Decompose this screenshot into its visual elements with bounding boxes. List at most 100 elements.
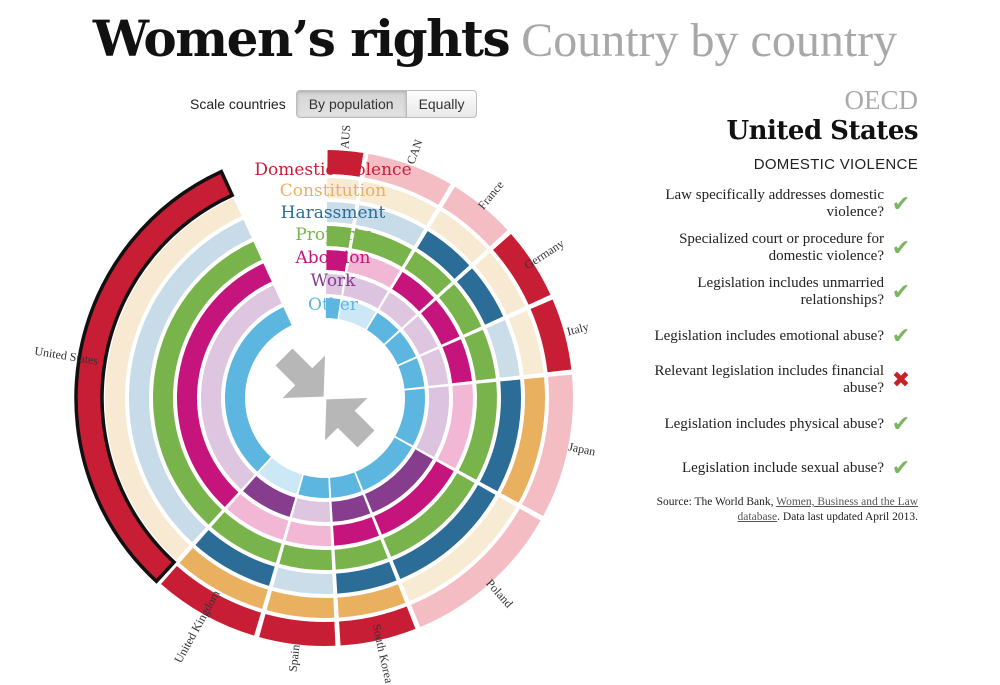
segment-japan-property[interactable] <box>458 381 497 480</box>
segment-spain-domestic-violence[interactable] <box>259 613 336 647</box>
segment-france-other[interactable] <box>366 312 399 344</box>
country-label-spain[interactable]: Spain <box>286 644 303 673</box>
legend-harassment[interactable]: Harassment <box>281 203 386 223</box>
segment-aus-property[interactable] <box>326 226 352 248</box>
segment-poland-abortion[interactable] <box>374 461 454 535</box>
legend-property[interactable]: Property <box>295 225 371 245</box>
segment-poland-other[interactable] <box>355 437 412 491</box>
segment-can-domestic-violence[interactable] <box>364 153 451 205</box>
segment-poland-constitution[interactable] <box>401 496 517 602</box>
country-label-poland[interactable]: Poland <box>483 576 516 610</box>
legend-other[interactable]: Other <box>308 295 359 315</box>
segment-poland-domestic-violence[interactable] <box>411 508 541 627</box>
segment-south-korea-domestic-violence[interactable] <box>339 606 416 646</box>
segment-south-korea-other[interactable] <box>330 472 362 498</box>
segment-poland-harassment[interactable] <box>392 484 496 579</box>
segment-spain-property[interactable] <box>279 544 333 570</box>
segment-germany-domestic-violence[interactable] <box>493 233 551 305</box>
segment-south-korea-work[interactable] <box>331 494 371 522</box>
segment-united-states-harassment[interactable] <box>129 219 252 543</box>
legend-constitution[interactable]: Constitution <box>280 181 386 201</box>
segment-can-property[interactable] <box>351 228 413 267</box>
segment-poland-work[interactable] <box>364 449 433 513</box>
segment-can-other[interactable] <box>339 299 376 329</box>
segment-aus-constitution[interactable] <box>327 178 360 201</box>
segment-japan-abortion[interactable] <box>437 384 473 469</box>
segment-can-abortion[interactable] <box>347 252 400 288</box>
segment-poland-property[interactable] <box>383 473 475 557</box>
segment-germany-work[interactable] <box>403 315 438 355</box>
segment-italy-abortion[interactable] <box>442 339 473 384</box>
country-label-france[interactable]: France <box>475 178 507 212</box>
segment-france-constitution[interactable] <box>429 210 487 263</box>
country-label-germany[interactable]: Germany <box>522 236 567 272</box>
segment-italy-property[interactable] <box>464 329 496 381</box>
segment-aus-domestic-violence[interactable] <box>327 150 364 177</box>
segment-united-kingdom-other[interactable] <box>258 458 303 494</box>
segment-spain-harassment[interactable] <box>272 567 334 594</box>
segment-united-kingdom-property[interactable] <box>211 512 282 563</box>
segment-south-korea-property[interactable] <box>334 539 388 570</box>
segment-south-korea-abortion[interactable] <box>333 517 380 546</box>
legend-work[interactable]: Work <box>311 271 357 291</box>
segment-germany-abortion[interactable] <box>421 300 460 345</box>
country-label-japan[interactable]: Japan <box>567 439 597 458</box>
segment-germany-harassment[interactable] <box>457 268 504 325</box>
segment-france-property[interactable] <box>404 251 452 296</box>
country-label-can[interactable]: CAN <box>404 137 426 166</box>
segment-italy-domestic-violence[interactable] <box>530 299 572 373</box>
segment-italy-constitution[interactable] <box>508 310 544 376</box>
source-link[interactable]: Women, Business and the Law database <box>737 496 918 523</box>
segment-italy-work[interactable] <box>420 348 449 387</box>
segment-united-kingdom-abortion[interactable] <box>227 494 289 540</box>
segment-can-work[interactable] <box>343 275 388 309</box>
segment-japan-domestic-violence[interactable] <box>522 374 573 516</box>
segment-japan-harassment[interactable] <box>479 379 521 492</box>
segment-can-harassment[interactable] <box>355 205 425 247</box>
segment-spain-abortion[interactable] <box>285 521 332 546</box>
segment-italy-harassment[interactable] <box>486 320 520 378</box>
segment-united-states-other[interactable] <box>224 307 292 472</box>
segment-can-constitution[interactable] <box>360 181 437 226</box>
segment-france-harassment[interactable] <box>417 231 470 279</box>
compress-arrows-icon[interactable] <box>263 336 387 460</box>
segment-aus-abortion[interactable] <box>326 250 348 272</box>
segment-spain-work[interactable] <box>292 498 331 522</box>
segment-spain-other[interactable] <box>298 475 330 498</box>
country-label-italy[interactable]: Italy <box>565 319 590 338</box>
segment-united-states-property[interactable] <box>152 241 262 525</box>
segment-south-korea-constitution[interactable] <box>337 584 406 618</box>
scale-equally-button[interactable]: Equally <box>407 91 477 117</box>
segment-united-states-constitution[interactable] <box>104 197 242 560</box>
segment-germany-other[interactable] <box>385 331 416 365</box>
segment-united-kingdom-work[interactable] <box>242 476 296 517</box>
segment-spain-constitution[interactable] <box>266 590 335 618</box>
segment-germany-constitution[interactable] <box>475 252 526 315</box>
segment-united-states-work[interactable] <box>201 285 282 490</box>
segment-japan-other[interactable] <box>395 388 425 446</box>
source-note: Source: The World Bank, Women, Business … <box>630 495 918 525</box>
legend-domestic-violence[interactable]: Domestic violence <box>254 160 411 180</box>
country-label-aus[interactable]: AUS <box>337 125 353 149</box>
segment-france-work[interactable] <box>379 292 417 328</box>
segment-united-kingdom-harassment[interactable] <box>195 530 275 586</box>
segment-south-korea-harassment[interactable] <box>336 561 397 594</box>
segment-aus-harassment[interactable] <box>326 202 356 225</box>
segment-japan-constitution[interactable] <box>500 377 545 503</box>
segment-united-kingdom-domestic-violence[interactable] <box>160 566 262 636</box>
segment-germany-property[interactable] <box>439 284 482 335</box>
legend-abortion[interactable]: Abortion <box>295 248 371 268</box>
segment-italy-other[interactable] <box>398 358 425 389</box>
question-list: Law specifically addresses domestic viol… <box>630 187 918 485</box>
segment-japan-work[interactable] <box>416 386 449 457</box>
question-row: Relevant legislation includes financial … <box>630 363 918 397</box>
detail-country: United States <box>726 116 918 146</box>
segment-france-abortion[interactable] <box>392 271 434 312</box>
scale-by-population-button[interactable]: By population <box>296 91 407 117</box>
segment-aus-other[interactable] <box>325 298 341 319</box>
segment-aus-work[interactable] <box>326 274 345 296</box>
question-text: Specialized court or procedure for domes… <box>679 231 884 264</box>
segment-france-domestic-violence[interactable] <box>442 186 508 247</box>
segment-united-kingdom-constitution[interactable] <box>179 548 268 609</box>
segment-united-states-abortion[interactable] <box>176 263 272 507</box>
